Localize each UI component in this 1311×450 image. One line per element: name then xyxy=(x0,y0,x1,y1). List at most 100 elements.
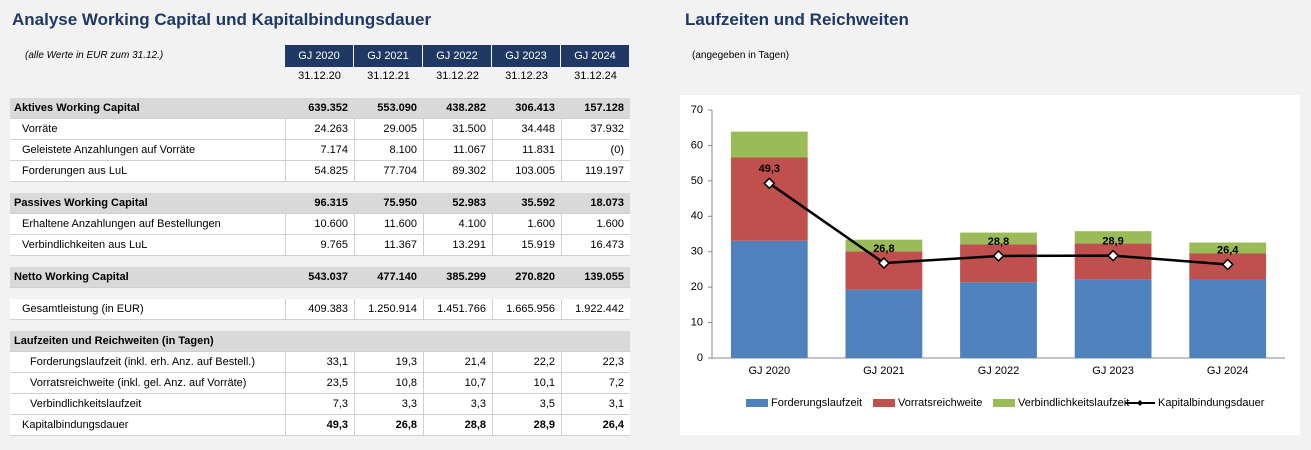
cell-value: 3,3 xyxy=(354,394,423,415)
cell-value: 438.282 xyxy=(423,98,492,119)
y-tick-label: 40 xyxy=(691,210,703,222)
data-label: 26,8 xyxy=(873,243,894,255)
cell-value: 10,8 xyxy=(354,373,423,394)
y-tick-label: 0 xyxy=(697,352,703,364)
legend-label: Vorratsreichweite xyxy=(898,397,982,409)
column-header: GJ 2024 xyxy=(561,45,629,67)
row-label: Geleistete Anzahlungen auf Vorräte xyxy=(10,140,285,161)
bar-segment xyxy=(960,282,1037,358)
row-label: Verbindlichkeitslaufzeit xyxy=(10,394,285,415)
legend-label: Kapitalbindungsdauer xyxy=(1158,397,1265,409)
chart-title: Laufzeiten und Reichweiten xyxy=(685,10,909,29)
cell-value: 11.831 xyxy=(492,140,561,161)
section-label: Passives Working Capital xyxy=(10,193,285,214)
row-label: Gesamtleistung (in EUR) xyxy=(10,299,285,320)
cell xyxy=(561,331,630,352)
x-tick-label: GJ 2020 xyxy=(749,365,791,377)
bar-segment xyxy=(1189,242,1267,254)
cell-value: 33,1 xyxy=(285,352,354,373)
y-tick-label: 50 xyxy=(691,175,703,187)
cell-value: 15.919 xyxy=(492,235,561,256)
cell-value: 4.100 xyxy=(423,214,492,235)
bar-segment xyxy=(1189,278,1267,358)
cell-value: 31.500 xyxy=(423,119,492,140)
column-date: 31.12.20 xyxy=(298,70,341,82)
cell-value: 7.174 xyxy=(285,140,354,161)
chart-subtitle: (angegeben in Tagen) xyxy=(692,50,790,61)
data-label: 28,8 xyxy=(988,236,1009,248)
bar-segment xyxy=(960,232,1037,245)
cell-value: 13.291 xyxy=(423,235,492,256)
table-note: (alle Werte in EUR zum 31.12.) xyxy=(25,50,164,61)
cell-value: 119.197 xyxy=(561,161,630,182)
bar-segment xyxy=(845,289,923,358)
cell-value: 306.413 xyxy=(492,98,561,119)
cell xyxy=(285,331,354,352)
cell-value: 34.448 xyxy=(492,119,561,140)
bar-segment xyxy=(1074,279,1152,358)
column-date: 31.12.21 xyxy=(367,70,410,82)
cell-value: 10,1 xyxy=(492,373,561,394)
cell-value: 37.932 xyxy=(561,119,630,140)
cell-value: 103.005 xyxy=(492,161,561,182)
cell-value: 3,5 xyxy=(492,394,561,415)
cell-value: 10,7 xyxy=(423,373,492,394)
legend-label: Forderungslaufzeit xyxy=(771,397,862,409)
column-date: 31.12.23 xyxy=(505,70,548,82)
y-tick-label: 60 xyxy=(691,139,703,151)
row-label: Erhaltene Anzahlungen auf Bestellungen xyxy=(10,214,285,235)
bar-segment xyxy=(730,157,808,241)
cell-value: 23,5 xyxy=(285,373,354,394)
cell-value: 11.367 xyxy=(354,235,423,256)
y-tick-label: 10 xyxy=(691,316,703,328)
row-label: Kapitalbindungsdauer xyxy=(10,415,285,436)
cell xyxy=(423,331,492,352)
chart: 0 10 20 30 40 50 60 70 GJ 2020 GJ 2021 GJ 2022 GJ 2… xyxy=(680,95,1300,435)
cell-value: 29.005 xyxy=(354,119,423,140)
cell-value: 10.600 xyxy=(285,214,354,235)
bar-segment xyxy=(845,239,923,252)
bar-segment xyxy=(730,240,808,358)
y-tick-label: 70 xyxy=(691,104,703,116)
cell-value: 8.100 xyxy=(354,140,423,161)
cell-value: 49,3 xyxy=(285,415,354,436)
cell-value: 18.073 xyxy=(561,193,630,214)
data-label: 28,9 xyxy=(1102,236,1123,248)
x-tick-label: GJ 2024 xyxy=(1207,365,1249,377)
cell-value: 477.140 xyxy=(354,267,423,288)
cell-value: 19,3 xyxy=(354,352,423,373)
cell xyxy=(492,331,561,352)
cell-value: 22,2 xyxy=(492,352,561,373)
cell-value: 7,2 xyxy=(561,373,630,394)
cell-value: 1.600 xyxy=(492,214,561,235)
cell-value: 1.250.914 xyxy=(354,299,423,320)
bar-segment xyxy=(730,131,808,158)
row-label: Forderungslaufzeit (inkl. erh. Anz. auf … xyxy=(10,352,285,373)
column-date: 31.12.22 xyxy=(436,70,479,82)
cell-value: 1.451.766 xyxy=(423,299,492,320)
column-header: GJ 2023 xyxy=(492,45,560,67)
marker xyxy=(1221,258,1234,271)
y-tick-label: 20 xyxy=(691,281,703,293)
cell-value: 9.765 xyxy=(285,235,354,256)
cell-value: 35.592 xyxy=(492,193,561,214)
legend-marker xyxy=(1137,400,1143,406)
cell-value: 409.383 xyxy=(285,299,354,320)
data-label: 26,4 xyxy=(1217,244,1239,256)
cell-value: 3,3 xyxy=(423,394,492,415)
data-label: 49,3 xyxy=(759,163,780,175)
y-tick-label: 30 xyxy=(691,246,703,258)
marker xyxy=(1107,249,1120,262)
marker xyxy=(992,249,1005,263)
column-header: GJ 2020 xyxy=(285,45,353,67)
cell-value: (0) xyxy=(561,140,630,161)
cell-value: 22,3 xyxy=(561,352,630,373)
cell-value: 639.352 xyxy=(285,98,354,119)
section-label: Aktives Working Capital xyxy=(10,98,285,119)
bar-segment xyxy=(1074,231,1152,244)
legend-swatch xyxy=(746,399,768,407)
cell-value: 28,8 xyxy=(423,415,492,436)
row-label: Verbindlichkeiten aus LuL xyxy=(10,235,285,256)
marker xyxy=(763,177,776,190)
